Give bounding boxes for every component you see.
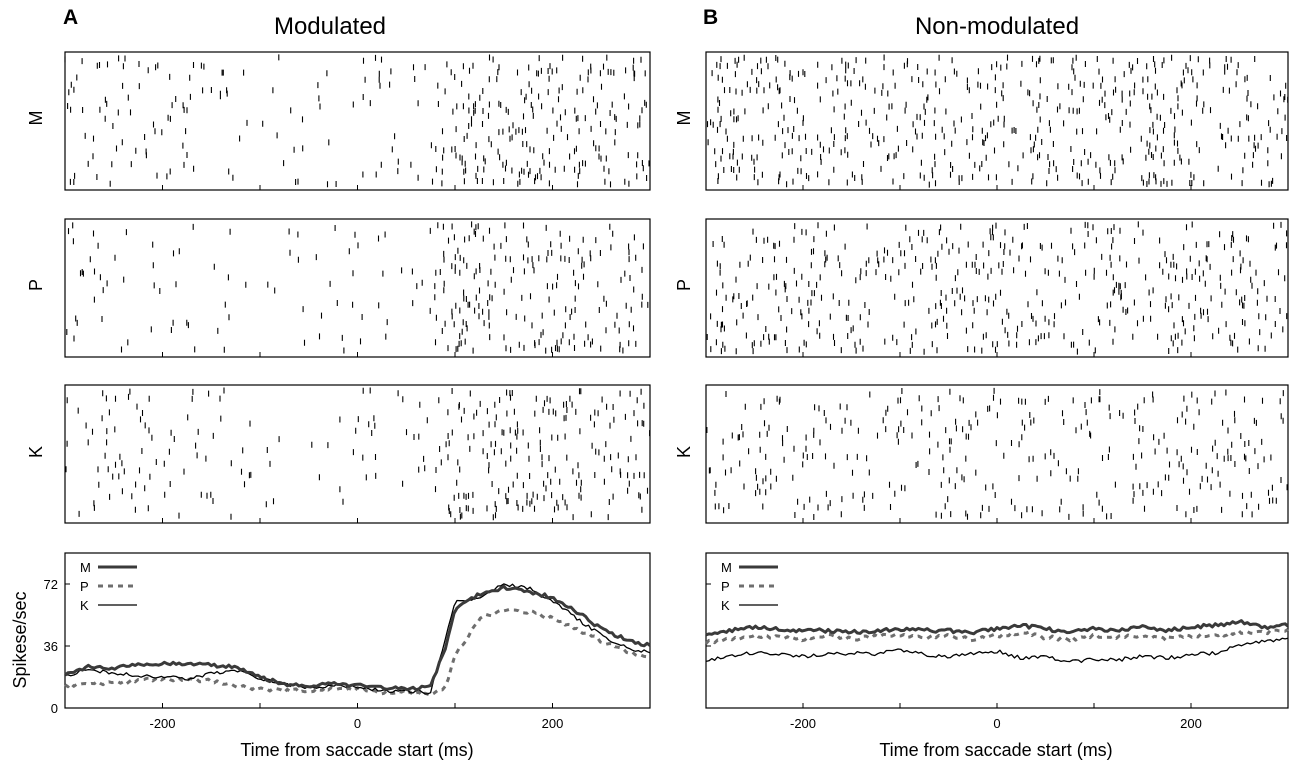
- raster-a-k: [64, 384, 651, 524]
- raster-b-k: [705, 384, 1289, 524]
- raster-frame: [705, 218, 1289, 358]
- y-tick-label: 72: [44, 577, 58, 592]
- x-axis-title-b: Time from saccade start (ms): [879, 740, 1113, 760]
- raster-spikes: [64, 54, 650, 188]
- series-line-p: [64, 607, 652, 697]
- panel-letter-a: A: [63, 6, 79, 29]
- raster-spikes: [66, 221, 649, 354]
- legend-label-k: K: [80, 598, 89, 613]
- legend-label-m: M: [80, 560, 91, 575]
- legend-label-p: P: [80, 579, 89, 594]
- raster-frame: [705, 384, 1289, 524]
- panel-letter-b: B: [703, 6, 719, 29]
- raster-frame: [64, 384, 651, 524]
- raster-spikes: [706, 221, 1288, 355]
- raster-b-p: [705, 218, 1289, 358]
- raster-b-m: [705, 51, 1289, 191]
- x-tick-label: -200: [149, 716, 175, 731]
- x-tick-label: 0: [354, 716, 361, 731]
- panel-title-b: Non-modulated: [914, 13, 1080, 40]
- rate-plot-a: -200 0 200 0 36 72 MPK: [44, 552, 652, 731]
- legend-label-k: K: [721, 598, 730, 613]
- raster-frame: [64, 51, 651, 191]
- series-line-k: [705, 637, 1289, 664]
- series-line-m: [705, 619, 1289, 637]
- panel-title-a: Modulated: [273, 13, 387, 40]
- raster-spikes: [706, 387, 1288, 520]
- x-axis-title-a: Time from saccade start (ms): [240, 740, 474, 760]
- raster-a-m: [64, 51, 651, 191]
- series-line-k: [64, 583, 651, 695]
- legend-label-p: P: [721, 579, 730, 594]
- raster-a-p: [64, 218, 651, 358]
- series-line-p: [704, 628, 1289, 645]
- legend-label-m: M: [721, 560, 732, 575]
- series-line-m: [63, 584, 651, 692]
- y-tick-label: 36: [44, 639, 58, 654]
- rate-plot-b: -200 0 200 MPK: [704, 552, 1289, 731]
- x-tick-label: 200: [542, 716, 564, 731]
- raster-frame: [705, 51, 1289, 191]
- raster-frame: [64, 218, 651, 358]
- x-tick-label: -200: [790, 716, 816, 731]
- x-tick-label: 0: [993, 716, 1000, 731]
- y-tick-label: 0: [51, 701, 58, 716]
- raster-spikes: [65, 387, 651, 521]
- x-tick-label: 200: [1180, 716, 1202, 731]
- raster-spikes: [706, 54, 1289, 188]
